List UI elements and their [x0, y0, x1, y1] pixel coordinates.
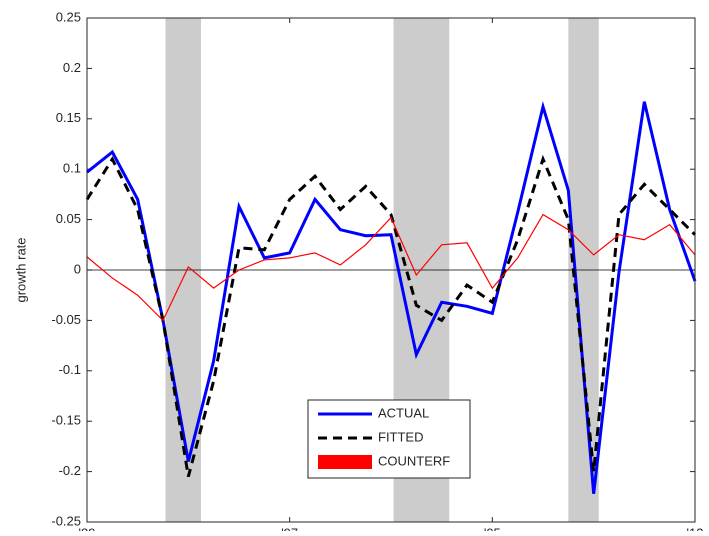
y-tick-label: -0.05 — [51, 312, 81, 327]
y-tick-label: 0.2 — [63, 60, 81, 75]
legend-swatch — [318, 455, 372, 469]
x-tick-label: '13 — [687, 525, 704, 531]
y-tick-label: 0.15 — [56, 110, 81, 125]
y-tick-label: -0.15 — [51, 413, 81, 428]
y-axis-label: growth rate — [13, 237, 28, 302]
y-tick-label: -0.1 — [59, 362, 81, 377]
x-tick-label: '05 — [484, 525, 501, 531]
legend-label: ACTUAL — [378, 405, 429, 420]
plot-frame — [86, 17, 696, 523]
y-tick-label: 0.1 — [63, 161, 81, 176]
x-tick-label: '89 — [79, 525, 96, 531]
x-tick-label: '97 — [281, 525, 298, 531]
legend: ACTUAL FITTED COUNTERF — [307, 399, 471, 479]
legend-label: COUNTERF — [378, 453, 450, 468]
y-tick-label: 0 — [74, 261, 81, 276]
y-tick-label: -0.2 — [59, 463, 81, 478]
series-line — [86, 213, 696, 322]
series-line — [86, 100, 697, 494]
y-tick-label: 0.05 — [56, 211, 81, 226]
y-tick-label: -0.25 — [51, 513, 81, 528]
series-line — [85, 154, 697, 478]
y-tick-label: 0.25 — [56, 9, 81, 24]
legend-label: FITTED — [378, 429, 424, 444]
